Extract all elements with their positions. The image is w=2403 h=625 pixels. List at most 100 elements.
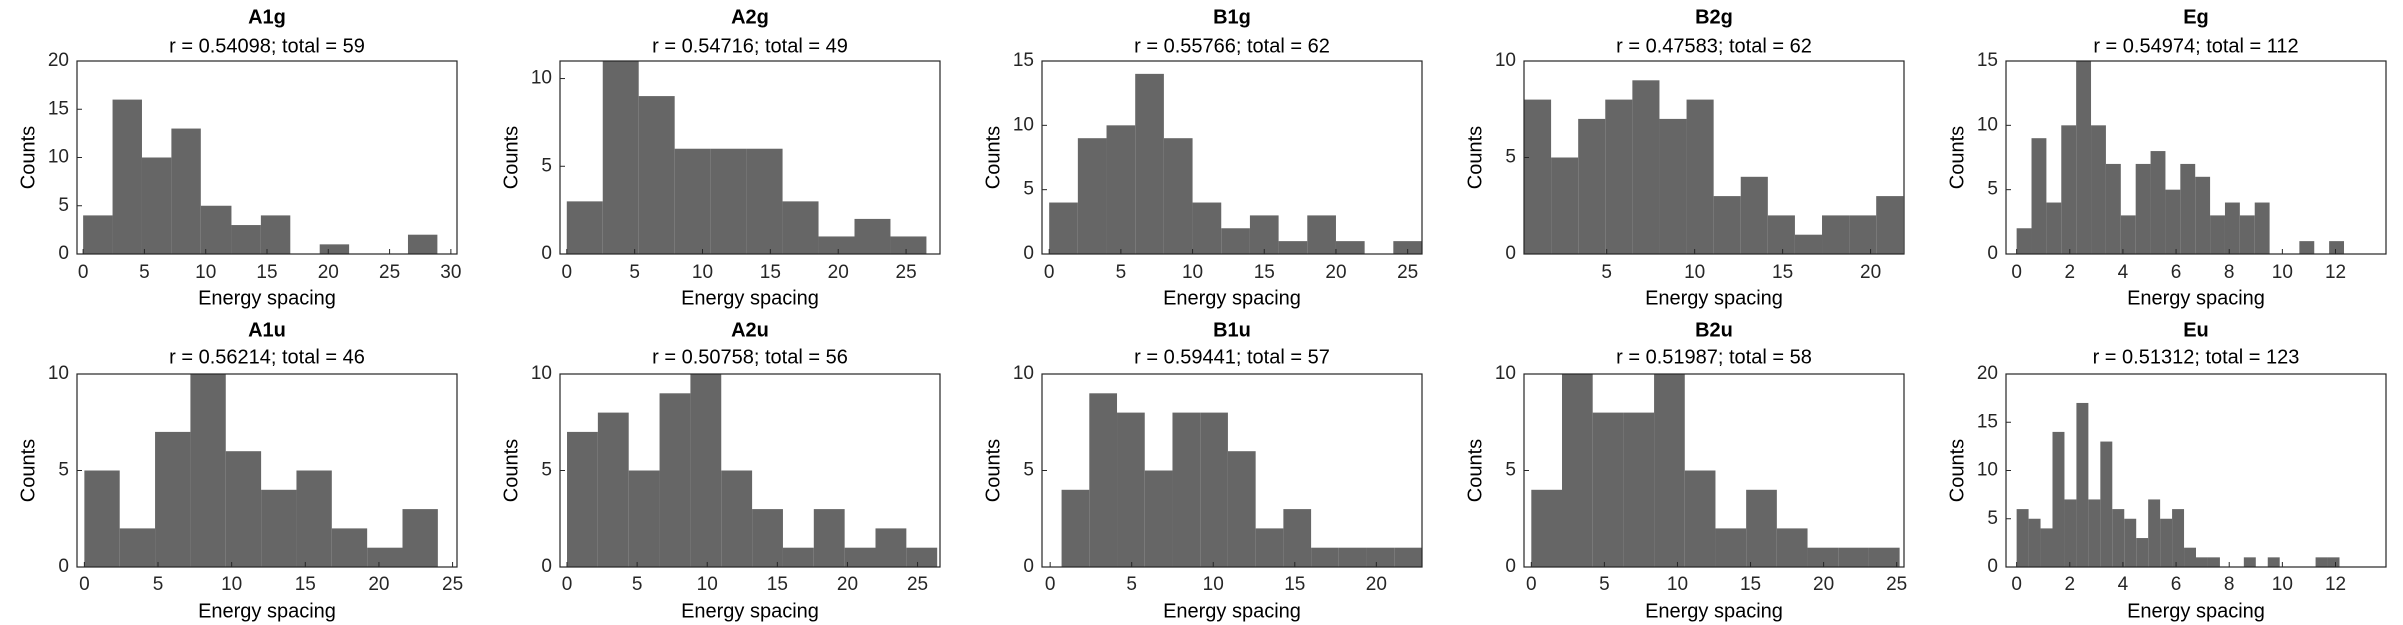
bar bbox=[2120, 215, 2136, 254]
y-axis-label: Counts bbox=[1946, 126, 1968, 189]
x-tick-label: 20 bbox=[828, 262, 849, 283]
x-tick-label: 10 bbox=[195, 262, 216, 283]
bar bbox=[2046, 202, 2062, 254]
bar bbox=[2172, 509, 2185, 567]
x-tick-label: 15 bbox=[295, 574, 316, 595]
y-tick-label: 0 bbox=[541, 243, 552, 264]
x-tick-label: 20 bbox=[1860, 262, 1881, 283]
bar bbox=[1221, 228, 1250, 254]
x-tick-label: 4 bbox=[2118, 262, 2129, 283]
bar bbox=[1849, 215, 1877, 254]
bar bbox=[2061, 125, 2077, 254]
bar bbox=[1807, 547, 1839, 567]
x-tick-label: 0 bbox=[78, 262, 89, 283]
bar bbox=[567, 431, 598, 567]
bar bbox=[1049, 202, 1078, 254]
bar bbox=[1061, 489, 1090, 567]
bar bbox=[2165, 189, 2181, 254]
x-axis-label: Energy spacing bbox=[681, 287, 819, 309]
y-tick-label: 0 bbox=[58, 556, 69, 577]
x-axis-label: Energy spacing bbox=[1163, 600, 1301, 622]
y-tick-label: 0 bbox=[1023, 243, 1034, 264]
bar bbox=[231, 225, 261, 254]
x-tick-label: 10 bbox=[1203, 574, 1224, 595]
bar bbox=[200, 205, 232, 254]
bar bbox=[2091, 125, 2106, 254]
x-tick-label: 5 bbox=[1126, 574, 1137, 595]
y-tick-label: 10 bbox=[48, 363, 69, 384]
x-tick-label: 4 bbox=[2118, 574, 2129, 595]
x-tick-label: 15 bbox=[1254, 262, 1275, 283]
x-tick-label: 0 bbox=[2011, 574, 2022, 595]
y-tick-label: 10 bbox=[1977, 460, 1998, 481]
bar bbox=[1776, 528, 1808, 567]
bar bbox=[813, 509, 845, 567]
x-tick-label: 10 bbox=[1684, 262, 1705, 283]
bar bbox=[1311, 547, 1339, 567]
x-tick-label: 2 bbox=[2064, 262, 2075, 283]
bar bbox=[1876, 196, 1904, 254]
bar bbox=[2040, 528, 2053, 567]
bar bbox=[1740, 176, 1768, 254]
y-axis-label: Counts bbox=[500, 126, 522, 189]
axes-box bbox=[2005, 60, 2387, 255]
bar bbox=[2184, 547, 2196, 567]
bar bbox=[119, 528, 156, 567]
bar bbox=[1713, 196, 1741, 254]
y-axis-label: Counts bbox=[17, 439, 39, 502]
bar bbox=[2076, 402, 2089, 567]
x-tick-label: 20 bbox=[318, 262, 339, 283]
bar bbox=[1172, 412, 1201, 567]
bar bbox=[2239, 215, 2255, 254]
y-tick-label: 0 bbox=[541, 556, 552, 577]
bar bbox=[1227, 451, 1256, 567]
x-tick-label: 12 bbox=[2325, 574, 2346, 595]
chart-title: B1u bbox=[1213, 319, 1251, 341]
y-tick-label: 5 bbox=[58, 195, 69, 216]
chart-subtitle: r = 0.50758; total = 56 bbox=[652, 346, 848, 368]
x-tick-label: 20 bbox=[1366, 574, 1387, 595]
x-axis-label: Energy spacing bbox=[198, 600, 336, 622]
x-tick-label: 10 bbox=[692, 262, 713, 283]
y-tick-label: 5 bbox=[58, 460, 69, 481]
chart-subtitle: r = 0.54716; total = 49 bbox=[652, 35, 848, 57]
x-tick-label: 5 bbox=[629, 262, 640, 283]
bar bbox=[1307, 215, 1336, 254]
bar bbox=[141, 157, 172, 254]
x-tick-label: 5 bbox=[1599, 574, 1610, 595]
x-tick-label: 10 bbox=[2272, 262, 2293, 283]
x-tick-label: 5 bbox=[139, 262, 150, 283]
bar bbox=[83, 215, 113, 254]
bar bbox=[2207, 557, 2220, 567]
y-tick-label: 0 bbox=[1987, 556, 1998, 577]
bar bbox=[2112, 509, 2125, 567]
y-tick-label: 20 bbox=[1977, 363, 1998, 384]
bar bbox=[2135, 163, 2151, 254]
bar bbox=[566, 201, 603, 254]
bar bbox=[2267, 557, 2280, 567]
x-tick-label: 5 bbox=[153, 574, 164, 595]
y-axis-label: Counts bbox=[982, 126, 1004, 189]
y-tick-label: 15 bbox=[1977, 50, 1998, 71]
y-tick-label: 0 bbox=[1505, 243, 1516, 264]
bar bbox=[638, 96, 675, 254]
bar bbox=[1531, 489, 1562, 567]
bar bbox=[628, 470, 660, 567]
y-tick-label: 5 bbox=[541, 155, 552, 176]
chart-subtitle: r = 0.51987; total = 58 bbox=[1616, 346, 1812, 368]
bar bbox=[1551, 157, 1579, 254]
bar bbox=[602, 61, 639, 254]
x-tick-label: 25 bbox=[907, 574, 928, 595]
x-tick-label: 0 bbox=[1526, 574, 1537, 595]
y-axis-label: Counts bbox=[1464, 126, 1486, 189]
bar bbox=[1394, 547, 1422, 567]
x-tick-label: 10 bbox=[697, 574, 718, 595]
bar bbox=[782, 201, 819, 254]
x-tick-label: 12 bbox=[2325, 262, 2346, 283]
chart-title: B1g bbox=[1213, 6, 1251, 28]
bar bbox=[659, 393, 691, 567]
x-tick-label: 20 bbox=[1813, 574, 1834, 595]
x-tick-label: 5 bbox=[632, 574, 643, 595]
bar bbox=[1192, 202, 1222, 254]
y-axis-label: Counts bbox=[500, 439, 522, 502]
